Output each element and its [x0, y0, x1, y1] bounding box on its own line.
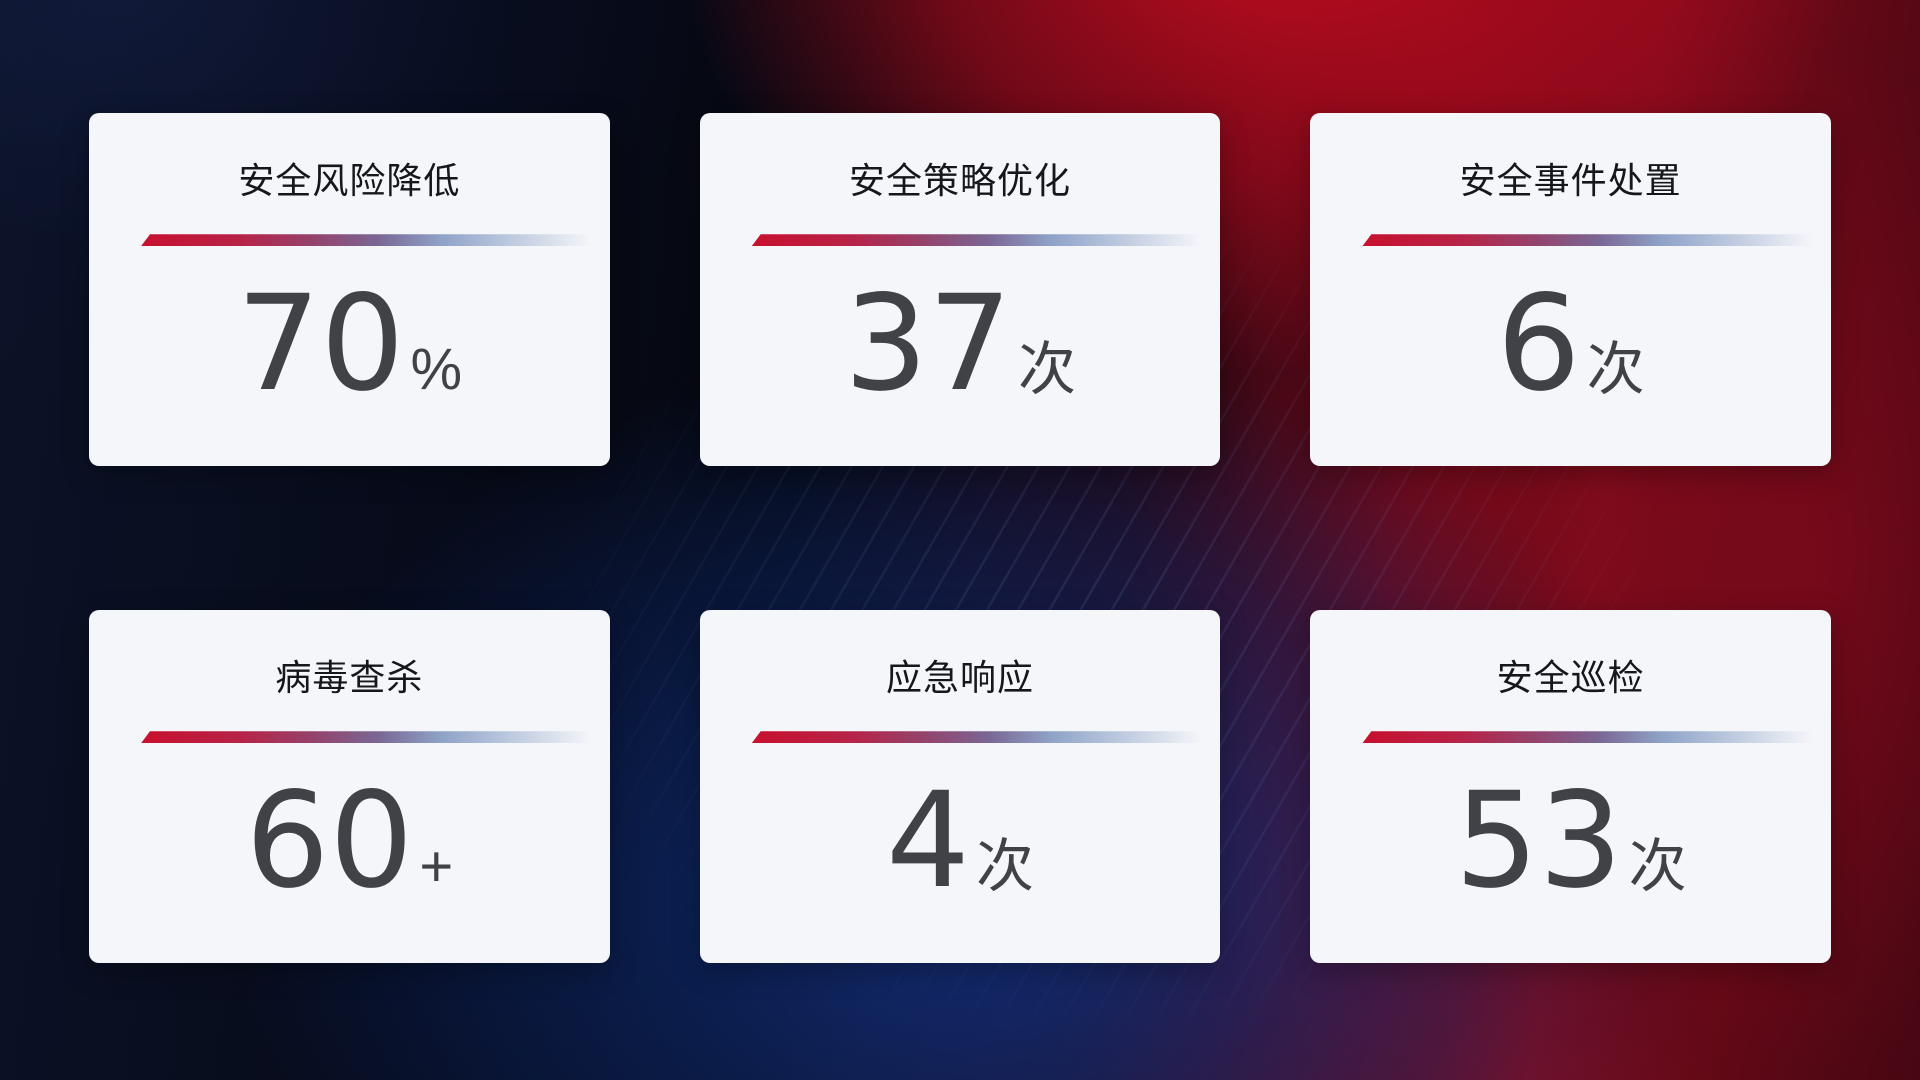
- stat-card-value: 70 %: [236, 267, 463, 422]
- stat-card-virus-scan: 病毒查杀 60 +: [89, 610, 610, 963]
- stat-value-unit: 次: [1017, 337, 1076, 403]
- stat-card-value: 60 +: [245, 764, 454, 919]
- stat-card-title: 安全巡检: [1496, 657, 1645, 698]
- stat-card-value: 6 次: [1496, 267, 1645, 422]
- stat-card-divider: [1362, 234, 1817, 247]
- stat-value-number: 6: [1496, 267, 1581, 422]
- stat-card-divider: [751, 731, 1207, 744]
- stat-card-title: 安全策略优化: [848, 160, 1071, 201]
- stat-value-unit: %: [410, 337, 463, 403]
- stat-card-title: 安全事件处置: [1459, 160, 1682, 201]
- stat-card-value: 53 次: [1454, 764, 1687, 919]
- stat-card-emergency-response: 应急响应 4 次: [699, 610, 1221, 963]
- stat-value-unit: 次: [1586, 337, 1645, 403]
- stat-card-security-incident-handling: 安全事件处置 6 次: [1310, 113, 1831, 466]
- stat-card-security-inspection: 安全巡检 53 次: [1310, 610, 1831, 963]
- stat-card-title: 应急响应: [885, 657, 1034, 698]
- stat-value-number: 70: [236, 267, 405, 422]
- stat-card-divider: [141, 731, 596, 744]
- stat-card-divider: [751, 234, 1207, 247]
- stat-card-title: 安全风险降低: [238, 160, 461, 201]
- stat-value-number: 37: [844, 267, 1012, 422]
- stat-card-security-policy-optimization: 安全策略优化 37 次: [699, 113, 1221, 466]
- stats-grid: 安全风险降低 70 % 安全策略优化 37 次 安全事件处置 6 次 病毒查: [89, 113, 1831, 963]
- stat-value-unit: +: [419, 834, 454, 900]
- stat-card-value: 4 次: [885, 764, 1034, 919]
- stat-card-value: 37 次: [844, 267, 1076, 422]
- stat-value-unit: 次: [975, 834, 1034, 900]
- stat-card-divider: [141, 234, 596, 247]
- stat-value-number: 4: [885, 764, 970, 919]
- stat-card-security-risk-reduction: 安全风险降低 70 %: [89, 113, 610, 466]
- stat-value-number: 60: [245, 764, 414, 919]
- stat-value-unit: 次: [1628, 834, 1687, 900]
- stat-value-number: 53: [1454, 764, 1623, 919]
- stat-card-title: 病毒查杀: [275, 657, 424, 698]
- stat-card-divider: [1362, 731, 1817, 744]
